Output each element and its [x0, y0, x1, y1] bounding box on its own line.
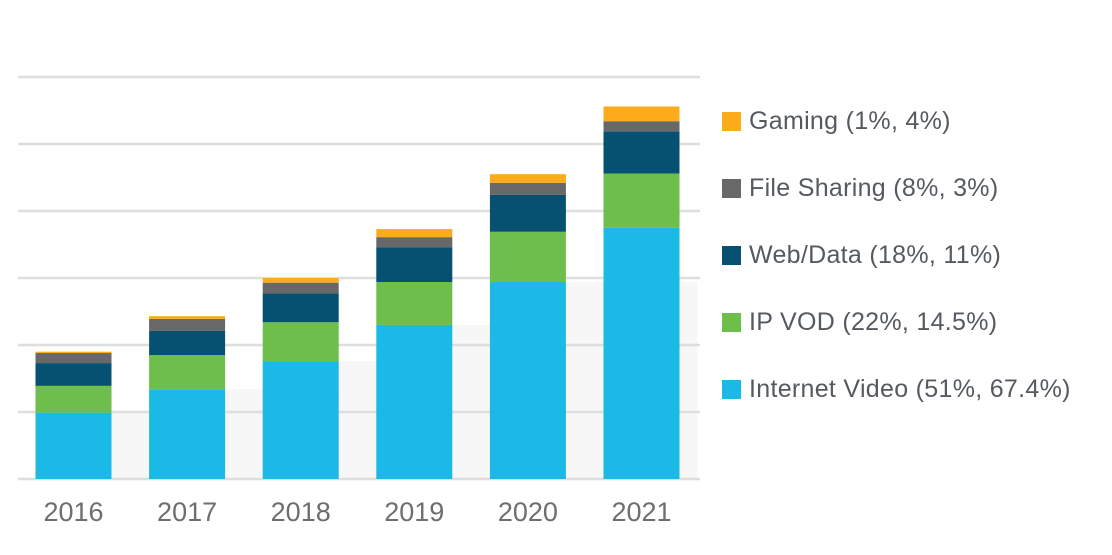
- x-axis-ticks: 2016 2017 2018 2019 2020 2021: [43, 497, 671, 527]
- bar-segment-web-data-2021: [603, 131, 680, 174]
- legend-item-file-sharing: File Sharing (8%, 3%): [722, 155, 1071, 222]
- bar-segment-file-sharing-2018: [262, 282, 339, 294]
- legend-label: IP VOD (22%, 14.5%): [749, 308, 998, 336]
- legend-item-gaming: Gaming (1%, 4%): [722, 88, 1071, 155]
- bar-segment-ip-vod-2018: [262, 322, 339, 362]
- bar-segment-web-data-2020: [489, 194, 566, 232]
- bar-segment-web-data-2017: [149, 330, 226, 356]
- x-tick-label: 2017: [157, 497, 217, 527]
- legend-label: File Sharing (8%, 3%): [749, 174, 999, 202]
- legend-swatch-icon: [722, 246, 741, 265]
- legend-label: Web/Data (18%, 11%): [749, 241, 1002, 269]
- legend-swatch-icon: [722, 179, 741, 198]
- bar-segment-internet-video-2020: [489, 282, 566, 479]
- bar-segment-web-data-2016: [35, 363, 112, 386]
- bar-stack-2018: [262, 278, 339, 479]
- bar-segment-gaming-2019: [376, 229, 453, 238]
- legend-label: Internet Video (51%, 67.4%): [749, 375, 1071, 403]
- bar-segment-file-sharing-2016: [35, 353, 112, 364]
- bar-stack-2019: [376, 229, 453, 479]
- bar-segment-file-sharing-2020: [489, 182, 566, 195]
- bar-segment-web-data-2018: [262, 293, 339, 323]
- x-tick-label: 2018: [271, 497, 331, 527]
- legend-item-web-data: Web/Data (18%, 11%): [722, 222, 1071, 289]
- bar-stack-2021: [603, 106, 680, 479]
- bar-segment-ip-vod-2021: [603, 173, 680, 228]
- bar-segment-internet-video-2017: [149, 389, 226, 479]
- bar-segment-gaming-2020: [489, 174, 566, 183]
- legend-swatch-icon: [722, 112, 741, 131]
- x-tick-label: 2019: [384, 497, 444, 527]
- bar-segment-gaming-2016: [35, 351, 112, 354]
- bar-segment-ip-vod-2020: [489, 231, 566, 283]
- bar-segment-internet-video-2019: [376, 324, 453, 479]
- legend-swatch-icon: [722, 313, 741, 332]
- bar-segment-file-sharing-2019: [376, 237, 453, 248]
- bar-segment-gaming-2021: [603, 106, 680, 122]
- bar-segment-gaming-2017: [149, 316, 226, 319]
- bar-stack-2016: [35, 351, 112, 479]
- gridlines: [18, 75, 700, 481]
- legend: Gaming (1%, 4%) File Sharing (8%, 3%) Web/…: [722, 88, 1071, 423]
- legend-swatch-icon: [722, 380, 741, 399]
- legend-item-ip-vod: IP VOD (22%, 14.5%): [722, 289, 1071, 356]
- bar-stack-2017: [149, 316, 226, 479]
- bar-segment-ip-vod-2019: [376, 282, 453, 325]
- bar-segment-file-sharing-2017: [149, 318, 226, 331]
- x-tick-label: 2020: [498, 497, 558, 527]
- legend-label: Gaming (1%, 4%): [749, 107, 951, 135]
- bar-segment-web-data-2019: [376, 247, 453, 283]
- bars: [35, 106, 680, 479]
- bar-segment-ip-vod-2016: [35, 385, 112, 413]
- bar-segment-internet-video-2021: [603, 227, 680, 479]
- x-tick-label: 2016: [43, 497, 103, 527]
- bar-segment-internet-video-2016: [35, 412, 112, 479]
- background-shading: [35, 282, 698, 479]
- bar-segment-internet-video-2018: [262, 361, 339, 479]
- bar-segment-ip-vod-2017: [149, 355, 226, 390]
- bar-segment-gaming-2018: [262, 278, 339, 283]
- legend-item-internet-video: Internet Video (51%, 67.4%): [722, 356, 1071, 423]
- bar-stack-2020: [489, 174, 566, 479]
- x-tick-label: 2021: [611, 497, 671, 527]
- bar-segment-file-sharing-2021: [603, 121, 680, 132]
